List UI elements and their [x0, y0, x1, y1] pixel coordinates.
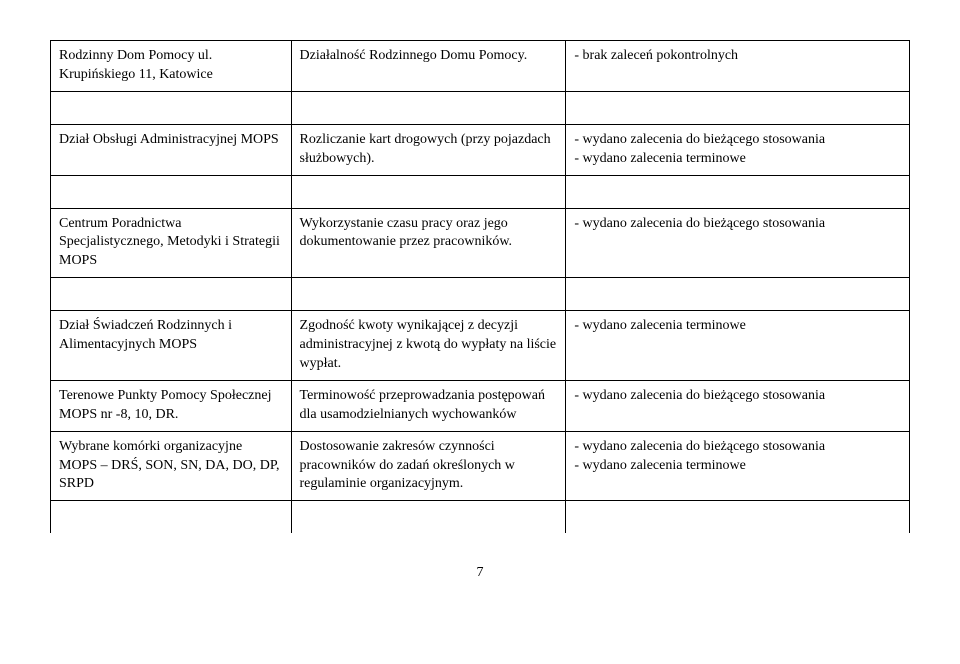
table-row: Rodzinny Dom Pomocy ul. Krupińskiego 11,…: [51, 41, 910, 92]
cell-col3: - wydano zalecenia terminowe: [566, 311, 910, 381]
document-table: Rodzinny Dom Pomocy ul. Krupińskiego 11,…: [50, 40, 910, 533]
cell-col2: Terminowość przeprowadzania postępowań d…: [291, 380, 566, 431]
cell-col3: - brak zaleceń pokontrolnych: [566, 41, 910, 92]
table-row: Wybrane komórki organizacyjne MOPS – DRŚ…: [51, 431, 910, 501]
cell-col1: Dział Świadczeń Rodzinnych i Alimentacyj…: [51, 311, 292, 381]
cell-col2: Zgodność kwoty wynikającej z decyzji adm…: [291, 311, 566, 381]
cell-col2: Działalność Rodzinnego Domu Pomocy.: [291, 41, 566, 92]
table-row: Dział Świadczeń Rodzinnych i Alimentacyj…: [51, 311, 910, 381]
cell-col1: Centrum Poradnictwa Specjalistycznego, M…: [51, 208, 292, 278]
cell-col2: Rozliczanie kart drogowych (przy pojazda…: [291, 124, 566, 175]
cell-col3: - wydano zalecenia do bieżącego stosowan…: [566, 124, 910, 175]
spacer-row: [51, 501, 910, 534]
cell-col1: Terenowe Punkty Pomocy Społecznej MOPS n…: [51, 380, 292, 431]
page-number: 7: [50, 565, 910, 581]
cell-col1: Wybrane komórki organizacyjne MOPS – DRŚ…: [51, 431, 292, 501]
cell-col3: - wydano zalecenia do bieżącego stosowan…: [566, 208, 910, 278]
cell-col1: Dział Obsługi Administracyjnej MOPS: [51, 124, 292, 175]
cell-col2: Wykorzystanie czasu pracy oraz jego doku…: [291, 208, 566, 278]
table-row: Dział Obsługi Administracyjnej MOPS Rozl…: [51, 124, 910, 175]
spacer-row: [51, 91, 910, 124]
cell-col1: Rodzinny Dom Pomocy ul. Krupińskiego 11,…: [51, 41, 292, 92]
table-row: Centrum Poradnictwa Specjalistycznego, M…: [51, 208, 910, 278]
cell-col3: - wydano zalecenia do bieżącego stosowan…: [566, 431, 910, 501]
spacer-row: [51, 175, 910, 208]
cell-col3: - wydano zalecenia do bieżącego stosowan…: [566, 380, 910, 431]
spacer-row: [51, 278, 910, 311]
cell-col2: Dostosowanie zakresów czynności pracowni…: [291, 431, 566, 501]
table-row: Terenowe Punkty Pomocy Społecznej MOPS n…: [51, 380, 910, 431]
